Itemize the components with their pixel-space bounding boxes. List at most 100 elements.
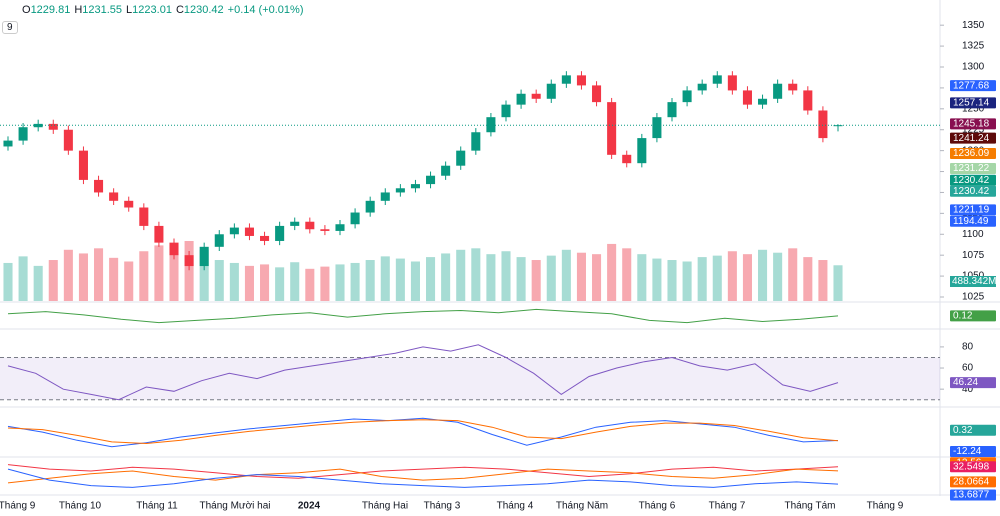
indicator-line [7, 344, 839, 401]
y-tick-label: 1100 [962, 229, 984, 240]
volume-bar [109, 257, 119, 301]
volume-bar [727, 251, 737, 301]
interval-button[interactable]: 9 [2, 21, 18, 34]
ohlc-value: 1229.81 [30, 4, 71, 16]
price-tag-label: 1230.42 [953, 175, 990, 186]
volume-bar [652, 258, 662, 301]
volume-bar [335, 264, 345, 301]
candle-body [441, 165, 451, 176]
candle-body [773, 83, 783, 99]
price-tag-label: 1221.19 [953, 205, 990, 216]
candle-body [561, 75, 571, 84]
volume-bar [592, 254, 602, 301]
y-tick-label: 1300 [962, 62, 985, 73]
candle-body [124, 200, 134, 208]
candle-body [214, 234, 224, 247]
volume-bar [682, 261, 692, 301]
volume-bar [607, 243, 617, 301]
indicator-line [7, 417, 839, 448]
x-tick-label: Tháng 6 [639, 501, 676, 512]
volume-bar [501, 251, 511, 301]
ohlc-key: C [175, 4, 184, 16]
candle-body [3, 140, 13, 147]
candle-body [607, 102, 617, 155]
candle-body [682, 90, 692, 103]
candle-body [63, 129, 73, 151]
volume-bar [667, 260, 677, 301]
ohlc-key: O [22, 4, 31, 16]
ohlc-key: L [126, 4, 133, 16]
x-tick-label: Tháng 9 [867, 501, 904, 512]
candle-body [244, 227, 254, 236]
volume-bar [561, 249, 571, 301]
x-tick-label: Tháng 10 [59, 501, 102, 512]
volume-bar [833, 265, 843, 301]
x-tick-label: Tháng Mười hai [199, 501, 270, 512]
candle-body [109, 192, 119, 201]
candle-body [652, 117, 662, 139]
ohlc-value: 1230.42 [183, 4, 224, 16]
price-tag [950, 310, 996, 322]
volume-bar [758, 249, 768, 301]
x-tick-label: Tháng 7 [709, 501, 746, 512]
x-tick-label: Tháng 3 [424, 501, 461, 512]
volume-bar [803, 257, 813, 301]
price-tag-label: 1194.49 [953, 216, 989, 227]
candle-body [290, 221, 300, 226]
volume-bar [48, 260, 58, 301]
price-tag-label: 1236.09 [953, 148, 990, 159]
y-tick-label: 1325 [962, 41, 985, 52]
candle-body [516, 93, 526, 105]
x-tick-label: Tháng 11 [136, 501, 178, 512]
volume-bar [365, 260, 375, 301]
price-tag [950, 204, 996, 216]
candle-body [531, 93, 541, 99]
candle-body [576, 75, 586, 86]
x-tick-label: 2024 [298, 501, 321, 512]
volume-bar [320, 266, 330, 301]
candle-body [546, 83, 556, 99]
candle-body [139, 207, 149, 226]
volume-bar [3, 262, 13, 301]
y-tick-label: 1350 [962, 20, 985, 31]
indicator-line [7, 464, 839, 479]
indicator-line [7, 468, 839, 488]
volume-bar [244, 265, 254, 301]
candle-body [818, 110, 828, 139]
volume-bar [818, 260, 828, 301]
volume-bar [773, 252, 783, 301]
volume-bar [229, 262, 239, 301]
volume-bar [184, 241, 194, 301]
candle-body [501, 104, 511, 118]
candle-body [395, 188, 405, 193]
y-tick-label: 80 [962, 342, 974, 353]
rsi-band [0, 357, 940, 400]
y-tick-label: 60 [962, 363, 974, 374]
price-tag [950, 377, 996, 389]
price-tag [950, 97, 996, 109]
volume-bar [290, 262, 300, 301]
price-tag-label: 1231.22 [953, 163, 990, 174]
indicator-line [7, 468, 839, 484]
change: +0.14 (+0.01%) [227, 4, 304, 16]
candle-body [727, 75, 737, 91]
indicator-line [7, 308, 839, 324]
volume-bar [124, 261, 134, 301]
x-tick-label: Tháng 9 [0, 501, 36, 512]
price-tag-label: 0.32 [953, 425, 973, 436]
candle-body [18, 127, 28, 141]
volume-bar [94, 248, 104, 301]
price-tag [950, 445, 996, 457]
volume-bar [742, 254, 752, 301]
volume-bar [531, 260, 541, 301]
candle-body [260, 235, 270, 241]
candle-body [758, 98, 768, 105]
volume-bar [275, 267, 285, 301]
ohlc-value: 1223.01 [132, 4, 172, 16]
candle-body [426, 175, 436, 185]
candle-body [697, 83, 707, 91]
price-tag [950, 461, 996, 473]
price-tag [950, 147, 996, 159]
